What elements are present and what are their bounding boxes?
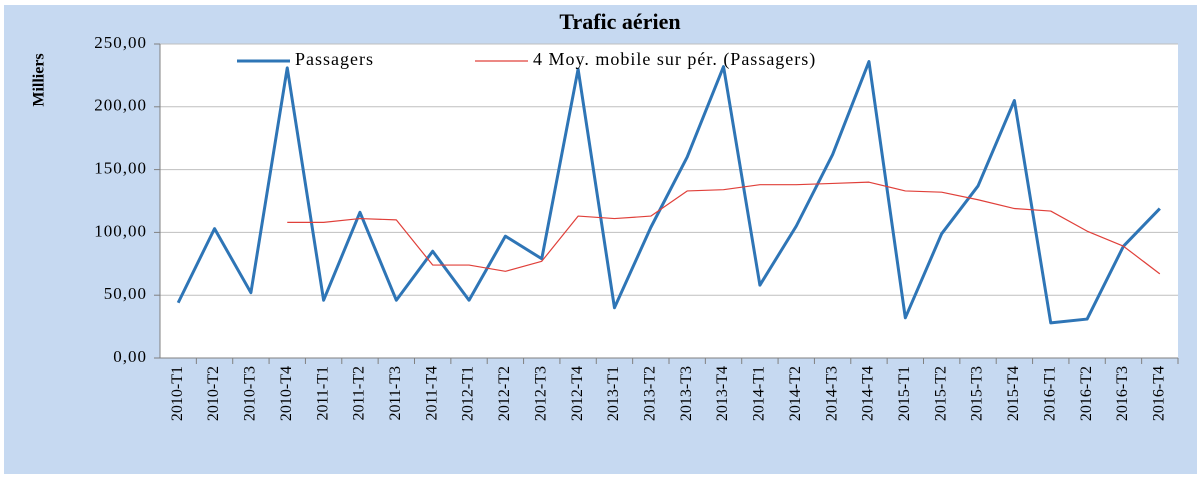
y-tick-label: 100,00 (94, 221, 147, 240)
series-line (176, 60, 1161, 325)
y-tick-label: 200,00 (94, 96, 147, 115)
x-tick-label: 2014-T1 (751, 366, 768, 421)
x-tick-label: 2014-T2 (787, 366, 804, 421)
x-tick-label: 2012-T3 (532, 366, 549, 421)
x-tick-label: 2011-T1 (314, 366, 331, 421)
series-line (287, 181, 1161, 275)
x-tick-label: 2010-T3 (242, 366, 259, 421)
x-tick-label: 2012-T4 (569, 366, 586, 421)
x-tick-label: 2015-T4 (1005, 366, 1022, 421)
legend-label: 4 Moy. mobile sur pér. (Passagers) (533, 49, 816, 70)
y-tick-label: 50,00 (104, 284, 147, 303)
x-tick-label: 2012-T1 (460, 366, 477, 421)
x-tick-label: 2010-T1 (169, 366, 186, 421)
x-tick-label: 2011-T4 (423, 366, 440, 421)
legend-label: Passagers (295, 49, 374, 69)
x-tick-label: 2015-T1 (896, 366, 913, 421)
y-tick-label: 0,00 (113, 347, 147, 366)
x-tick-label: 2012-T2 (496, 366, 513, 421)
y-tick-label: 250,00 (94, 33, 147, 52)
chart-title: Trafic aérien (559, 9, 680, 34)
y-tick-label: 150,00 (94, 159, 147, 178)
x-tick-label: 2013-T4 (714, 366, 731, 421)
x-tick-label: 2016-T3 (1114, 366, 1131, 421)
x-tick-label: 2016-T2 (1078, 366, 1095, 421)
x-tick-label: 2010-T4 (278, 366, 295, 421)
y-axis-label: Milliers (31, 53, 48, 106)
x-tick-label: 2015-T3 (969, 366, 986, 421)
x-tick-label: 2013-T2 (641, 366, 658, 421)
x-tick-label: 2014-T3 (823, 366, 840, 421)
x-tick-label: 2016-T1 (1041, 366, 1058, 421)
x-tick-label: 2011-T2 (351, 366, 368, 421)
x-tick-label: 2013-T3 (678, 366, 695, 421)
x-tick-label: 2016-T4 (1150, 366, 1167, 421)
x-tick-label: 2011-T3 (387, 366, 404, 421)
x-tick-label: 2013-T1 (605, 366, 622, 421)
x-tick-label: 2014-T4 (860, 366, 877, 421)
plot-area (160, 44, 1178, 358)
x-tick-label: 2010-T2 (205, 366, 222, 421)
x-tick-label: 2015-T2 (932, 366, 949, 421)
